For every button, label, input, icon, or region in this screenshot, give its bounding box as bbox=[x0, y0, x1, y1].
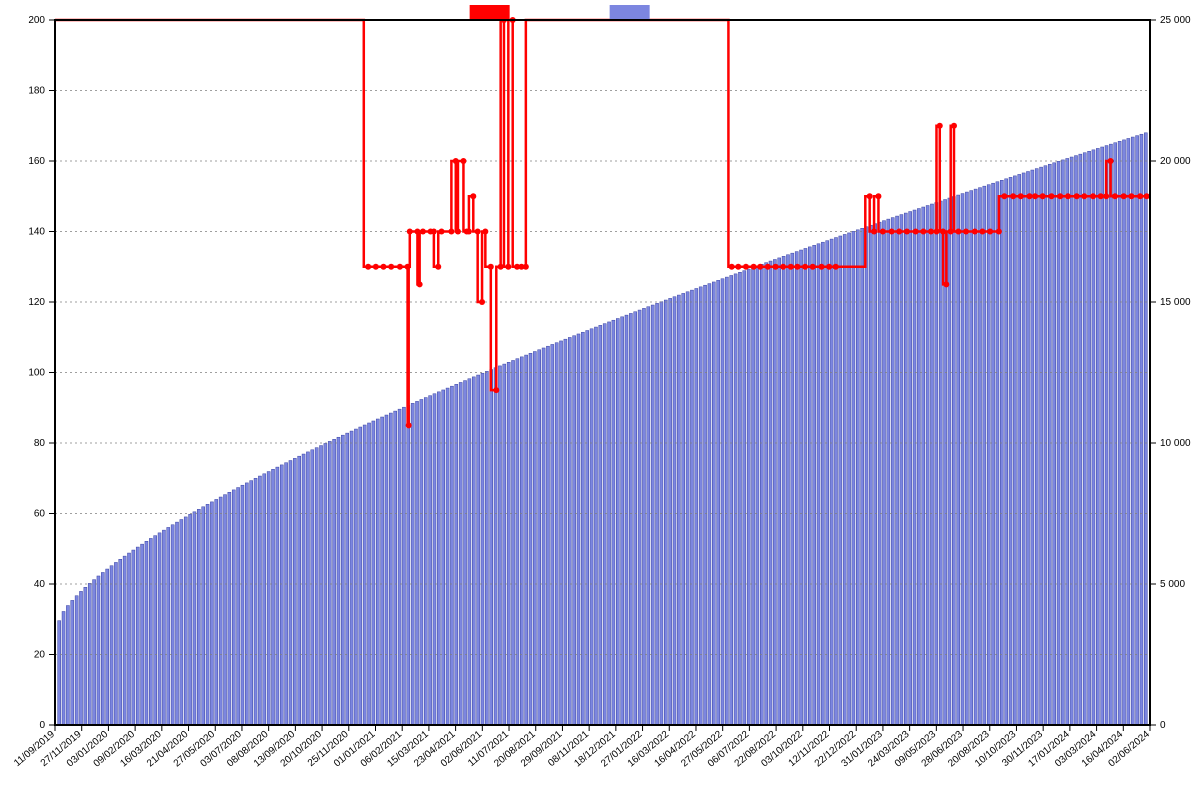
dual-axis-chart: 0 20 40 60 80 100 120 140 160 180 200 0 5 000 10 000 1… bbox=[0, 0, 1200, 800]
legend-swatch-line bbox=[470, 5, 510, 19]
y-right-tick-label: 10 000 bbox=[1160, 438, 1191, 449]
y-left-tick-label: 180 bbox=[28, 86, 45, 97]
legend-swatch-bars bbox=[610, 5, 650, 19]
y-left-tick-label: 0 bbox=[39, 720, 45, 731]
y-right-tick-label: 20 000 bbox=[1160, 156, 1191, 167]
y-left-tick-label: 80 bbox=[34, 438, 46, 449]
y-right-tick-label: 15 000 bbox=[1160, 297, 1191, 308]
y-left-tick-label: 120 bbox=[28, 297, 45, 308]
y-left-tick-label: 200 bbox=[28, 15, 45, 26]
y-right-tick-label: 0 bbox=[1160, 720, 1166, 731]
y-left-tick-label: 40 bbox=[34, 579, 46, 590]
y-left-tick-label: 140 bbox=[28, 227, 45, 238]
y-left-tick-label: 100 bbox=[28, 368, 45, 379]
y-left-tick-label: 60 bbox=[34, 509, 46, 520]
y-left-tick-label: 20 bbox=[34, 650, 46, 661]
y-right-tick-label: 5 000 bbox=[1160, 579, 1185, 590]
y-right-tick-label: 25 000 bbox=[1160, 15, 1191, 26]
y-left-tick-label: 160 bbox=[28, 156, 45, 167]
